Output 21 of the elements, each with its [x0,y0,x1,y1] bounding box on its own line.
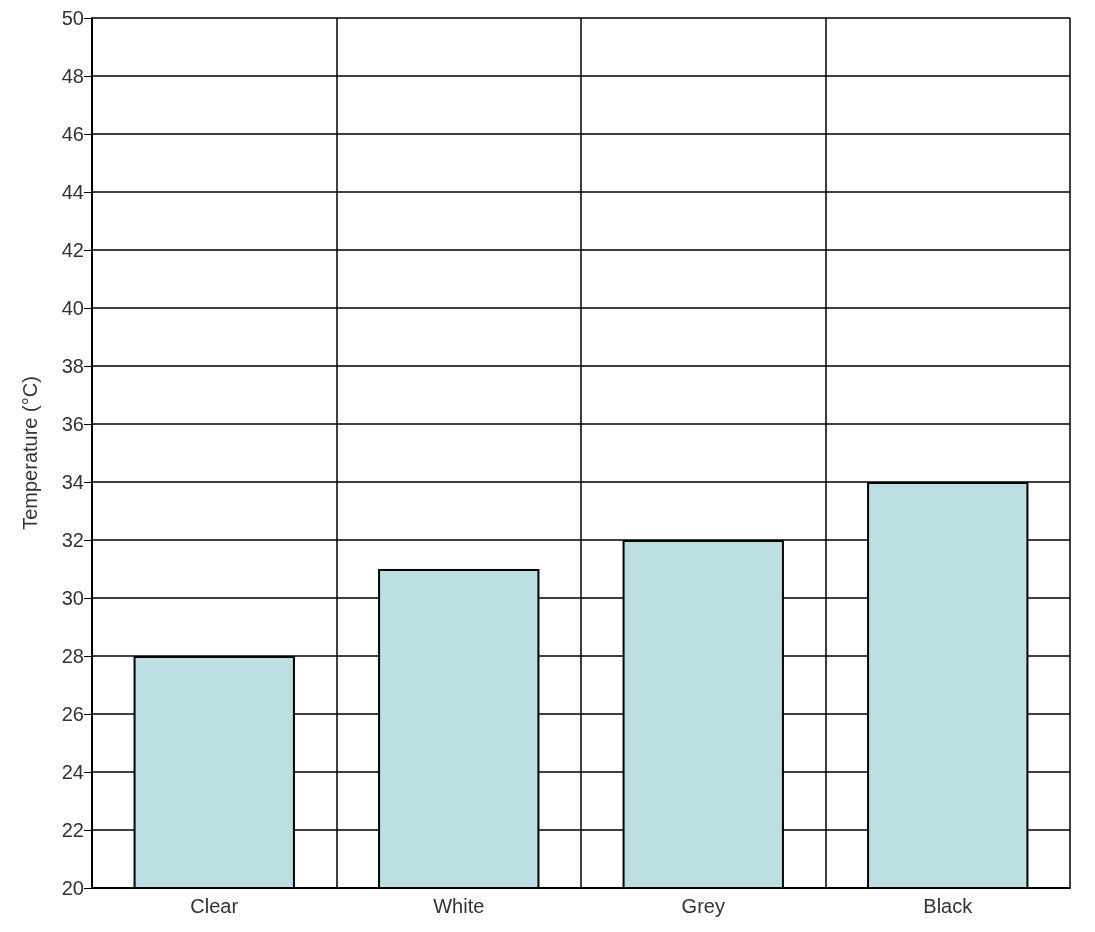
y-tick-label: 50 [61,7,84,29]
x-tick-label: Grey [681,895,725,917]
y-tick-label: 28 [61,645,84,667]
x-tick-label: White [433,895,485,917]
x-tick-label: Black [923,895,974,917]
y-tick-label: 20 [61,877,84,899]
y-tick-label: 24 [61,761,84,783]
y-axis-title: Temperature (°C) [19,376,41,530]
y-tick-label: 40 [61,297,84,319]
y-tick-label: 32 [61,529,84,551]
y-tick-label: 36 [61,413,84,435]
y-tick-label: 22 [61,819,84,841]
y-tick-label: 30 [61,587,84,609]
y-tick-label: 26 [61,703,84,725]
y-tick-label: 34 [61,471,84,493]
y-tick-label: 38 [61,355,84,377]
x-tick-label: Clear [190,895,239,917]
y-tick-label: 44 [61,181,84,203]
y-tick-label: 42 [61,239,84,261]
y-tick-label: 46 [61,123,84,145]
y-tick-label: 48 [61,65,84,87]
